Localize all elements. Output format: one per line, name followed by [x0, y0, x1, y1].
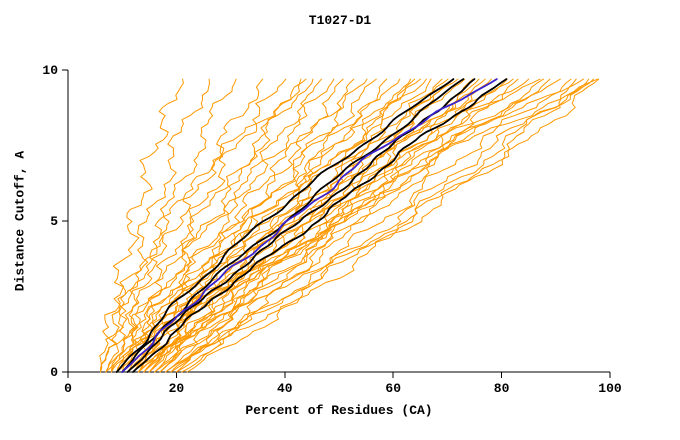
model-curves-path: [186, 78, 577, 373]
highlight-black-curves-path: [115, 78, 455, 373]
model-curves-path: [105, 78, 210, 373]
highlight-black-curves-path: [132, 78, 508, 373]
model-curves-path: [99, 78, 307, 373]
svg-text:10: 10: [42, 63, 58, 78]
model-curves-path: [165, 78, 600, 373]
model-curves-path: [110, 78, 237, 373]
model-curves-path: [116, 78, 355, 373]
svg-text:0: 0: [64, 381, 72, 396]
model-curves-path: [181, 78, 590, 373]
model-curves-path: [116, 78, 287, 373]
model-curves-path: [132, 78, 421, 373]
model-curves-path: [138, 78, 514, 373]
model-curves: [99, 78, 600, 373]
model-curves-path: [170, 78, 572, 373]
model-curves-path: [121, 78, 377, 373]
model-curves-path: [121, 78, 459, 373]
model-curves-path: [127, 78, 322, 373]
model-curves-path: [165, 78, 551, 373]
svg-text:40: 40: [277, 381, 293, 396]
svg-text:20: 20: [169, 381, 185, 396]
model-curves-path: [105, 78, 416, 373]
model-curves-path: [138, 78, 541, 373]
axes: [62, 69, 611, 378]
model-curves-path: [143, 78, 466, 373]
model-curves-path: [127, 78, 401, 373]
svg-text:100: 100: [598, 381, 622, 396]
model-curves-path: [110, 78, 427, 373]
highlight-blue-curve: [121, 78, 498, 373]
model-curves-path: [148, 78, 412, 373]
highlight-black-curves: [115, 78, 508, 373]
model-curves-path: [159, 78, 544, 373]
model-curves-path: [105, 78, 314, 373]
x-axis-label: Percent of Residues (CA): [245, 403, 433, 418]
highlight-blue-curve-path: [121, 78, 498, 373]
svg-text:60: 60: [385, 381, 401, 396]
model-curves-path: [121, 78, 302, 373]
model-curves-path: [100, 78, 184, 373]
svg-text:80: 80: [494, 381, 510, 396]
chart-title: T1027-D1: [308, 13, 372, 28]
model-curves-path: [100, 78, 264, 373]
svg-text:5: 5: [50, 214, 58, 229]
model-curves-path: [138, 78, 443, 373]
model-curves-path: [175, 78, 595, 373]
svg-text:0: 0: [50, 365, 58, 380]
